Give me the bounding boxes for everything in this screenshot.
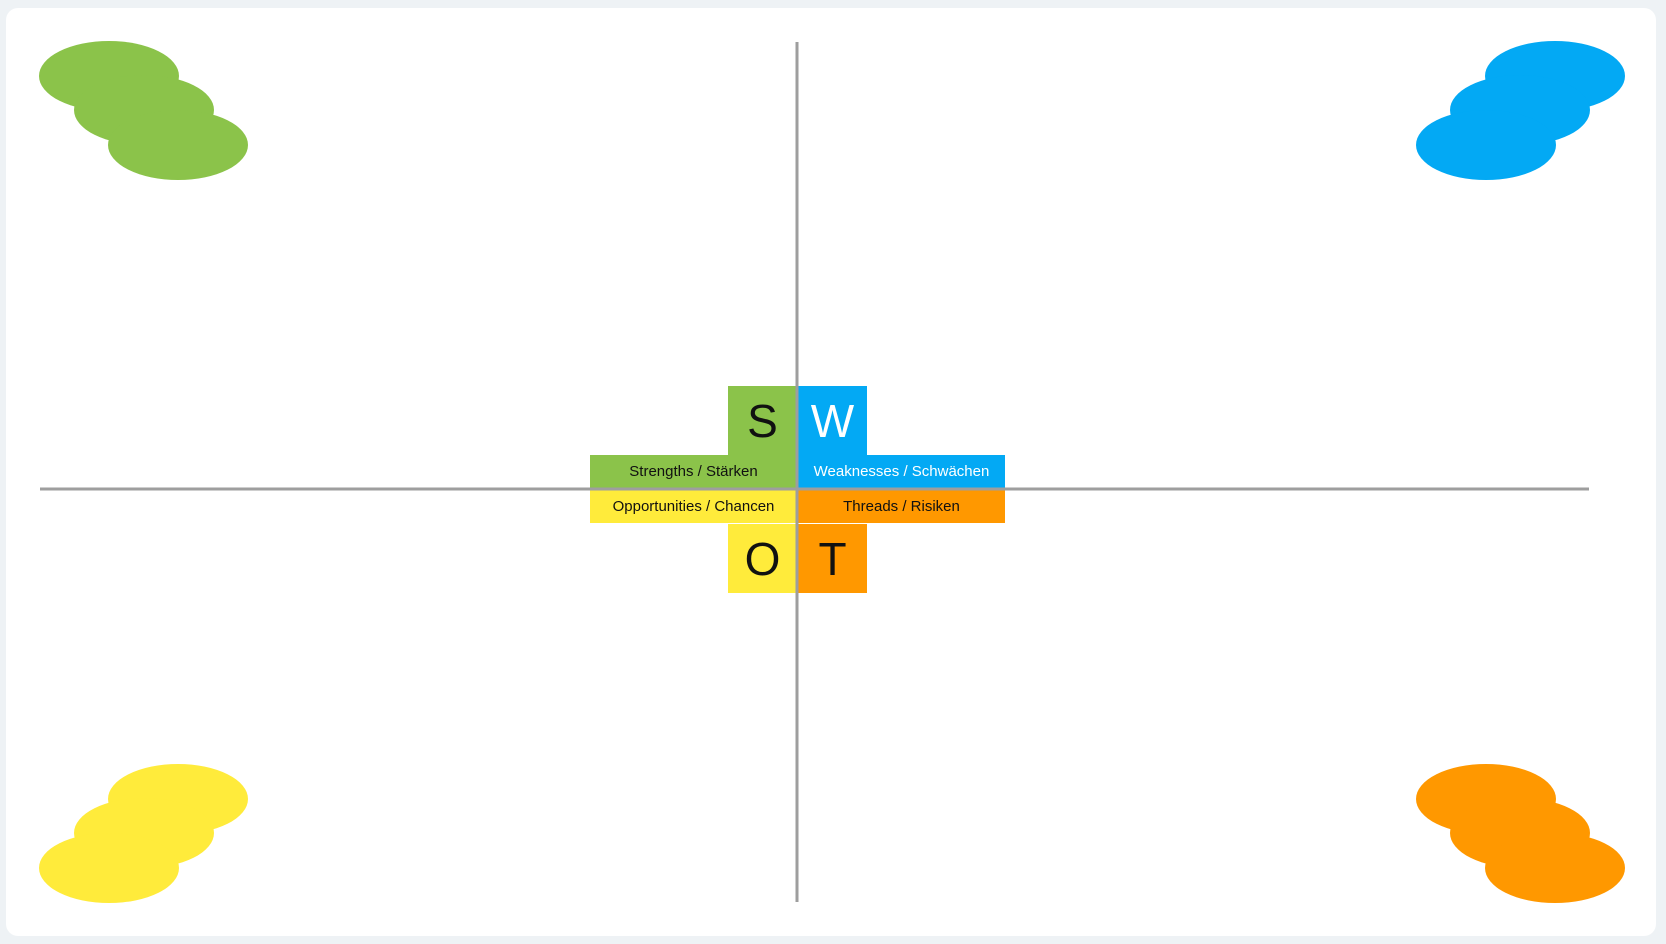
opportunities-cloud-3 (39, 833, 179, 903)
weaknesses-letter-box: W (798, 386, 867, 455)
weaknesses-cloud-cluster (1416, 41, 1625, 180)
threats-label-bar: Threads / Risiken (798, 490, 1005, 523)
opportunities-label: Opportunities / Chancen (612, 498, 775, 515)
threats-cloud-cluster (1416, 764, 1625, 903)
weaknesses-label: Weaknesses / Schwächen (813, 463, 990, 480)
opportunities-letter-box: O (728, 524, 797, 593)
weaknesses-letter: W (810, 394, 855, 447)
opportunities-label-bar: Opportunities / Chancen (590, 490, 797, 523)
threats-letter-box: T (798, 524, 867, 593)
threats-letter: T (818, 532, 847, 585)
threats-label: Threads / Risiken (843, 498, 960, 515)
strengths-letter-box: S (728, 386, 797, 455)
strengths-letter: S (747, 394, 778, 447)
strengths-label: Strengths / Stärken (629, 463, 758, 480)
weaknesses-label-bar: Weaknesses / Schwächen (798, 455, 1005, 488)
strengths-cloud-cluster (39, 41, 248, 180)
strengths-cloud-3 (108, 110, 248, 180)
threats-cloud-3 (1485, 833, 1625, 903)
opportunities-letter: O (744, 532, 781, 585)
strengths-label-bar: Strengths / Stärken (590, 455, 797, 488)
opportunities-cloud-cluster (39, 764, 248, 903)
weaknesses-cloud-3 (1416, 110, 1556, 180)
